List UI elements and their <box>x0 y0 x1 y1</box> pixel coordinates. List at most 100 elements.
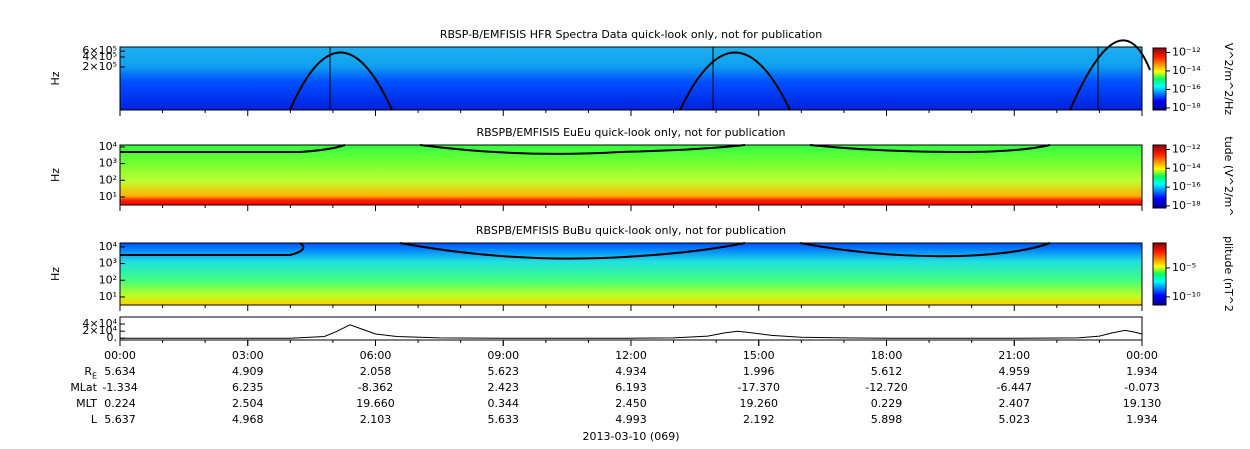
colorbar-tick-label: 10⁻¹⁸ <box>1172 101 1201 114</box>
colorbar <box>1152 242 1167 306</box>
ephemeris-value: 2.450 <box>615 397 647 410</box>
ephemeris-value: -1.334 <box>102 381 137 394</box>
panel-title: RBSPB/EMFISIS EuEu quick-look only, not … <box>476 126 785 139</box>
line-series <box>120 324 1143 339</box>
x-tick-label: 00:00 <box>104 349 136 362</box>
y-tick-label: 4×10⁵ <box>82 50 117 63</box>
ephemeris-value: 2.058 <box>360 365 392 378</box>
colorbar-tick-label: 10⁻¹⁶ <box>1172 82 1201 95</box>
ephemeris-value: 0.229 <box>871 397 903 410</box>
colorbar-tick-label: 10⁻¹⁴ <box>1172 161 1201 174</box>
y-tick-label: 10⁴ <box>99 240 118 253</box>
y-tick-label: 10¹ <box>99 290 117 303</box>
y-tick-label: 10³ <box>99 157 117 170</box>
ephemeris-value: 6.193 <box>615 381 647 394</box>
x-tick-label: 15:00 <box>743 349 775 362</box>
gyro-curve <box>120 242 305 256</box>
ephemeris-value: 2.423 <box>488 381 520 394</box>
colorbar-label: plitude (nT^2 <box>1222 236 1235 312</box>
colorbar-label: V^2/m^2/Hz <box>1222 43 1235 115</box>
y-tick-label: 10² <box>99 173 117 186</box>
ephemeris-value: 5.612 <box>871 365 903 378</box>
y-tick-label: 0. <box>107 331 118 344</box>
panel-title: RBSPB/EMFISIS BuBu quick-look only, not … <box>476 224 786 237</box>
x-tick-label: 18:00 <box>871 349 903 362</box>
ephemeris-value: -17.370 <box>738 381 780 394</box>
ephemeris-label-sub: E <box>92 372 97 381</box>
ephemeris-value: 1.934 <box>1126 413 1158 426</box>
spectrogram-image <box>120 47 1142 110</box>
colorbar-tick-label: 10⁻¹⁶ <box>1172 180 1201 193</box>
ephemeris-value: 6.235 <box>232 381 264 394</box>
gyro-curve <box>799 242 1051 258</box>
ephemeris-value: -6.447 <box>997 381 1032 394</box>
ephemeris-value: 4.934 <box>615 365 647 378</box>
spectrogram-image <box>120 243 1142 305</box>
y-tick-label: 6×10⁵ <box>82 44 117 57</box>
colorbar-tick-label: 10⁻¹² <box>1172 142 1201 155</box>
date-label: 2013-03-10 (069) <box>582 430 679 443</box>
ephemeris-value: 1.934 <box>1126 365 1158 378</box>
gyro-curve <box>399 242 746 260</box>
y-axis-label: Hz <box>49 267 62 281</box>
gyro-curve <box>419 144 746 155</box>
x-tick-label: 09:00 <box>487 349 519 362</box>
ephemeris-label: MLT <box>76 397 97 410</box>
gyro-curve <box>1069 39 1151 111</box>
colorbar-tick-label: 10⁻¹⁸ <box>1172 199 1201 212</box>
ephemeris-value: 1.996 <box>743 365 775 378</box>
ephemeris-value: 19.260 <box>740 397 779 410</box>
ephemeris-value: 4.909 <box>232 365 264 378</box>
ephemeris-value: 5.637 <box>104 413 136 426</box>
x-tick-label: 12:00 <box>615 349 647 362</box>
ephemeris-value: 2.103 <box>360 413 392 426</box>
colorbar-tick-label: 10⁻¹⁴ <box>1172 64 1201 77</box>
ephemeris-label: L <box>91 413 98 426</box>
y-tick-label: 10¹ <box>99 190 117 203</box>
spectrogram-image <box>120 145 1142 205</box>
ephemeris-label: R <box>84 365 92 378</box>
ephemeris-value: 4.959 <box>999 365 1031 378</box>
colorbar-label: tude (V^2/m^ <box>1222 136 1235 216</box>
colorbar-tick-label: 10⁻⁵ <box>1172 261 1196 274</box>
panel-title: RBSP-B/EMFISIS HFR Spectra Data quick-lo… <box>440 28 822 41</box>
ephemeris-value: 5.023 <box>999 413 1031 426</box>
gyro-curve <box>679 51 791 111</box>
ephemeris-value: 5.623 <box>488 365 520 378</box>
y-axis-label: Hz <box>49 71 62 85</box>
gyro-curve <box>809 144 1051 154</box>
y-axis-label: Hz <box>49 168 62 182</box>
ephemeris-value: 5.633 <box>488 413 520 426</box>
ephemeris-value: 5.634 <box>104 365 136 378</box>
y-tick-label: 10⁴ <box>99 140 118 153</box>
ephemeris-value: 2.504 <box>232 397 264 410</box>
y-tick-label: 2×10⁵ <box>82 60 117 73</box>
ephemeris-value: 4.968 <box>232 413 264 426</box>
gyro-curve <box>289 51 393 111</box>
y-tick-label: 10² <box>99 273 117 286</box>
ephemeris-label: MLat <box>70 381 97 394</box>
ephemeris-value: 19.130 <box>1123 397 1162 410</box>
ephemeris-value: -12.720 <box>865 381 907 394</box>
y-tick-label: 10³ <box>99 257 117 270</box>
ephemeris-value: 2.192 <box>743 413 775 426</box>
ephemeris-value: -0.073 <box>1124 381 1159 394</box>
ephemeris-value: 0.224 <box>104 397 136 410</box>
ephemeris-value: 2.407 <box>999 397 1031 410</box>
ephemeris-value: 4.993 <box>615 413 647 426</box>
x-tick-label: 03:00 <box>232 349 264 362</box>
ephemeris-value: -8.362 <box>358 381 393 394</box>
panel-frame <box>119 316 1143 341</box>
ephemeris-value: 5.898 <box>871 413 903 426</box>
colorbar <box>1152 47 1167 111</box>
colorbar-tick-label: 10⁻¹² <box>1172 45 1201 58</box>
x-tick-label: 21:00 <box>998 349 1030 362</box>
x-tick-label: 06:00 <box>360 349 392 362</box>
y-tick-label: 4×10⁴ <box>82 317 117 330</box>
x-tick-label: 00:00 <box>1126 349 1158 362</box>
colorbar <box>1152 144 1167 209</box>
gyro-curve <box>120 144 346 153</box>
ephemeris-value: 19.660 <box>356 397 395 410</box>
y-tick-label: 2×10⁴ <box>82 324 117 337</box>
